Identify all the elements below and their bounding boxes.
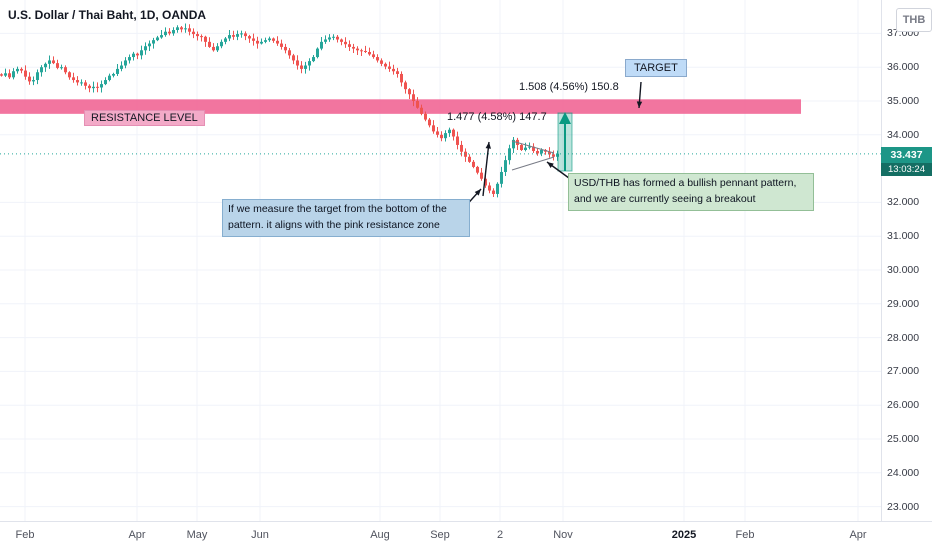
time-tick-label: Apr [849,529,867,541]
candlestick-chart-canvas[interactable] [0,0,881,521]
last-price-value: 33.437 [881,147,932,163]
time-tick-label: Aug [370,529,390,541]
chart-plot-area[interactable]: RESISTANCE LEVEL TARGET 1.508 (4.56%) 15… [0,0,881,521]
symbol-title[interactable]: U.S. Dollar / Thai Baht, 1D, OANDA [8,8,207,22]
time-tick-label: May [186,529,208,541]
time-tick-label: Feb [15,529,35,541]
price-tick-label: 32.000 [887,196,920,209]
fib-extension-lower-label[interactable]: 1.477 (4.58%) 147.7 [447,111,547,123]
price-tick-label: 36.000 [887,61,920,74]
annotation-note-pennant-breakout[interactable]: USD/THB has formed a bullish pennant pat… [568,173,814,211]
time-tick-label: Apr [128,529,146,541]
price-tick-label: 29.000 [887,297,920,310]
price-axis[interactable]: 37.000 36.000 35.000 34.000 32.000 31.000 30.0… [881,0,932,521]
price-tick-label: 26.000 [887,399,920,412]
resistance-level-label[interactable]: RESISTANCE LEVEL [84,110,205,126]
time-tick-label: Sep [430,529,450,541]
price-tick-label: 28.000 [887,331,920,344]
time-tick-label: 2025 [671,529,697,541]
price-tick-label: 31.000 [887,230,920,243]
target-label[interactable]: TARGET [625,59,687,77]
time-tick-label: Feb [735,529,755,541]
last-price-badge: 33.437 13:03:24 [881,147,932,176]
price-tick-label: 27.000 [887,365,920,378]
price-tick-label: 23.000 [887,500,920,513]
time-tick-label: Nov [553,529,573,541]
currency-unit-button[interactable]: THB [896,8,932,32]
price-tick-label: 25.000 [887,433,920,445]
price-tick-label: 30.000 [887,264,920,276]
fib-extension-upper-label[interactable]: 1.508 (4.56%) 150.8 [519,81,619,93]
time-tick-label: Jun [251,529,269,541]
annotation-note-measure-target[interactable]: If we measure the target from the bottom… [222,199,470,237]
price-tick-label: 34.000 [887,128,920,141]
time-tick-label: 2 [496,529,504,541]
price-tick-label: 24.000 [887,466,920,479]
bar-countdown: 13:03:24 [881,163,932,176]
price-tick-label: 35.000 [887,95,920,107]
time-axis[interactable]: Feb Apr May Jun Aug Sep 2 Nov 2025 Feb Apr [0,521,932,551]
